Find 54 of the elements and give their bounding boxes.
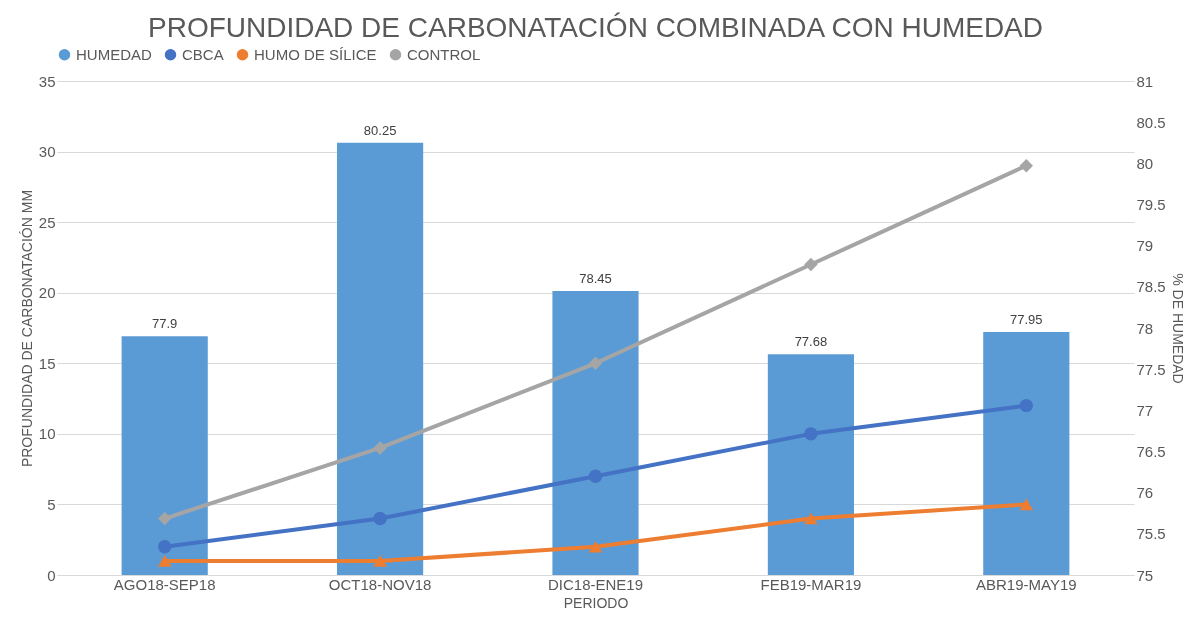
y2-tick-label: 79.5 (1136, 196, 1166, 213)
point (588, 469, 603, 483)
y2-tick-label: 75.5 (1136, 525, 1166, 543)
x-axis-title: PERIODO (563, 594, 629, 611)
y2-tick-label: 76 (1136, 484, 1154, 502)
x-tick-label: OCT18-NOV18 (328, 575, 432, 593)
x-tick-label: DIC18-ENE19 (547, 575, 644, 593)
y2-tick-label: 75 (1136, 566, 1154, 584)
x-tick-label: AGO18-SEP18 (113, 575, 216, 593)
y2-tick-label: 80 (1136, 154, 1154, 172)
y2-tick-label: 77.5 (1136, 360, 1166, 378)
y-tick-label: 35 (38, 72, 56, 90)
legend-label: HUMEDAD (76, 45, 152, 63)
y2-tick-label: 77 (1136, 401, 1154, 419)
data-label: 77.9 (152, 316, 178, 332)
legend-label: CBCA (182, 45, 224, 63)
y-tick-label: 25 (38, 213, 56, 231)
data-label: 78.45 (579, 270, 612, 286)
data-label: 80.25 (363, 122, 397, 138)
point (588, 540, 603, 553)
x-tick-label: FEB19-MAR19 (760, 575, 862, 593)
legend-label: HUMO DE SÍLICE (254, 45, 377, 63)
y2-tick-label: 78.5 (1136, 278, 1166, 296)
data-label: 77.95 (1010, 312, 1043, 328)
y2-tick-label: 78 (1136, 319, 1154, 337)
x-tick-label: ABR19-MAY19 (976, 575, 1077, 593)
point (157, 511, 172, 526)
legend-label: CONTROL (407, 45, 481, 63)
y2-tick-label: 80.5 (1136, 113, 1166, 131)
y-tick-label: 10 (38, 425, 56, 443)
point (804, 512, 818, 525)
point (1019, 158, 1034, 173)
y2-tick-label: 79 (1136, 237, 1154, 255)
point (804, 257, 818, 272)
y-tick-label: 15 (38, 354, 56, 372)
point (157, 555, 172, 567)
y-tick-label: 5 (47, 495, 56, 513)
point (1019, 498, 1034, 511)
point (1019, 398, 1034, 413)
point (373, 441, 387, 455)
y2-axis-title: % DE HUMEDAD (1169, 273, 1186, 384)
y2-tick-label: 76.5 (1136, 443, 1166, 460)
chart-title: PROFUNDIDAD DE CARBONATACIÓN COMBINADA CON HUMEDAD (147, 12, 1044, 43)
point (588, 356, 603, 370)
point (157, 540, 172, 554)
y-tick-label: 30 (38, 143, 56, 161)
data-label: 77.68 (794, 334, 828, 350)
point (373, 511, 387, 526)
y-tick-label: 20 (38, 284, 56, 302)
point (804, 427, 818, 441)
y-axis-title: PROFUNDIDAD DE CARBONATACIÓN MM (18, 189, 35, 468)
point (373, 555, 387, 567)
y2-tick-label: 81 (1136, 72, 1154, 90)
y-tick-label: 0 (47, 566, 56, 584)
